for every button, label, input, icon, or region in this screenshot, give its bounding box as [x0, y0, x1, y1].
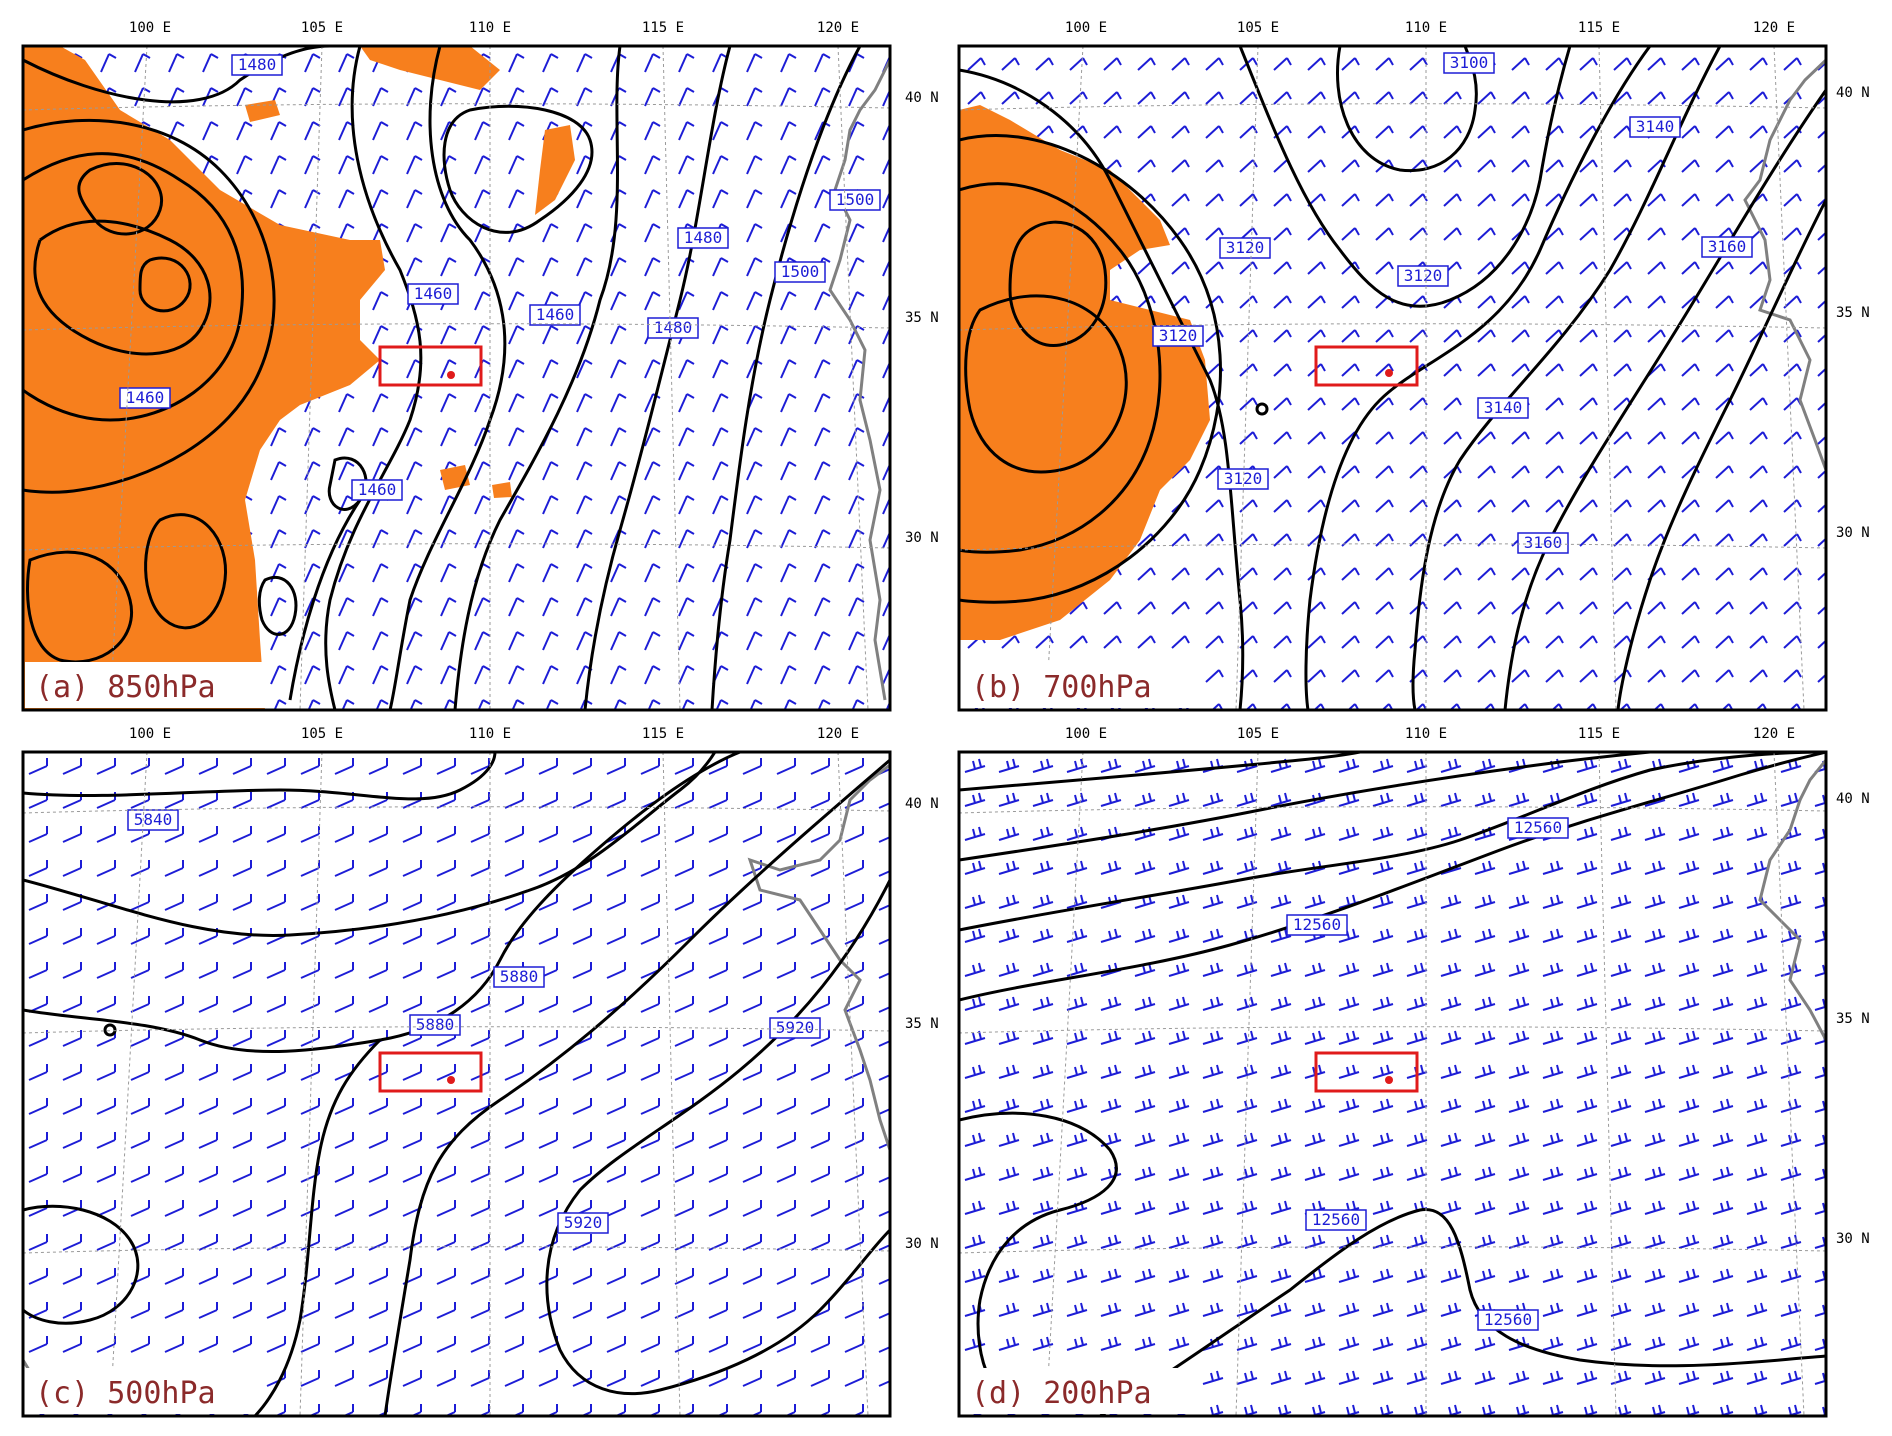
study-area-box-500	[378, 1051, 483, 1093]
coastline-850	[828, 59, 890, 701]
panel-850hpa: 1480 1460 1460 1460 1480 1480 1500 1500 …	[21, 20, 939, 712]
station-point-850	[447, 371, 455, 379]
svg-text:1500: 1500	[781, 262, 820, 281]
svg-text:30 N: 30 N	[1836, 525, 1870, 541]
svg-text:1460: 1460	[358, 480, 397, 499]
svg-text:3120: 3120	[1159, 326, 1198, 345]
svg-text:120 E: 120 E	[1753, 20, 1795, 36]
svg-text:5880: 5880	[500, 967, 539, 986]
svg-text:120 E: 120 E	[1753, 726, 1795, 742]
axis-ticks-200: 100 E 105 E 110 E 115 E 120 E 40 N 35 N …	[1065, 726, 1870, 1247]
svg-text:105 E: 105 E	[301, 726, 343, 742]
axis-ticks-700: 100 E 105 E 110 E 115 E 120 E 40 N 35 N …	[1065, 20, 1870, 541]
panel-label-200: (d) 200hPa	[971, 1376, 1152, 1411]
svg-text:115 E: 115 E	[642, 20, 684, 36]
graticule-500	[23, 752, 890, 1416]
station-point-700	[1385, 369, 1393, 377]
panel-label-700: (b) 700hPa	[971, 670, 1152, 705]
svg-text:1460: 1460	[536, 305, 575, 324]
svg-text:5920: 5920	[776, 1018, 815, 1037]
contour-labels-850: 1480 1460 1460 1460 1480 1480 1500 1500 …	[119, 54, 881, 501]
panel-700hpa: 3100 3140 3120 3120 3160 3120 3140 3120 …	[957, 20, 1870, 712]
graticule-200	[959, 752, 1826, 1416]
station-point-500	[447, 1076, 455, 1084]
svg-text:30 N: 30 N	[1836, 1231, 1870, 1247]
study-area-box-850	[378, 345, 483, 387]
svg-text:40 N: 40 N	[905, 796, 939, 812]
svg-text:40 N: 40 N	[905, 90, 939, 106]
wind-barbs-500	[23, 752, 890, 1416]
svg-text:110 E: 110 E	[469, 20, 511, 36]
contour-labels-500: 5840 5880 5880 5920 5920	[127, 809, 821, 1234]
graticule-700	[959, 46, 1826, 710]
svg-text:3120: 3120	[1224, 469, 1263, 488]
study-area-box-700	[1314, 345, 1419, 387]
svg-text:105 E: 105 E	[301, 20, 343, 36]
svg-text:5840: 5840	[134, 810, 173, 829]
svg-text:1500: 1500	[836, 190, 875, 209]
panel-200hpa: 12560 12560 12560 12560 100 E 105 E 110 …	[957, 726, 1870, 1418]
shading-region-850	[23, 46, 385, 710]
svg-text:3140: 3140	[1636, 117, 1675, 136]
svg-text:30 N: 30 N	[905, 530, 939, 546]
svg-text:35 N: 35 N	[1836, 1011, 1870, 1027]
svg-text:1460: 1460	[126, 388, 165, 407]
coastline-700	[1743, 58, 1826, 471]
axis-ticks-850: 100 E 105 E 110 E 115 E 120 E 40 N 35 N …	[129, 20, 939, 546]
svg-text:5880: 5880	[416, 1015, 455, 1034]
svg-text:12560: 12560	[1312, 1210, 1360, 1229]
panel-500hpa: 5840 5880 5880 5920 5920 100 E 105 E 110…	[21, 726, 939, 1418]
panel-label-850: (a) 850hPa	[35, 670, 216, 705]
svg-text:12560: 12560	[1514, 818, 1562, 837]
svg-text:105 E: 105 E	[1237, 20, 1279, 36]
svg-text:5920: 5920	[564, 1213, 603, 1232]
svg-text:30 N: 30 N	[905, 1236, 939, 1252]
coastline-500	[747, 763, 890, 1151]
svg-text:3160: 3160	[1708, 237, 1747, 256]
svg-text:110 E: 110 E	[1405, 20, 1447, 36]
svg-text:35 N: 35 N	[905, 1016, 939, 1032]
svg-text:120 E: 120 E	[817, 726, 859, 742]
svg-text:115 E: 115 E	[1578, 20, 1620, 36]
svg-text:105 E: 105 E	[1237, 726, 1279, 742]
panel-label-500: (c) 500hPa	[35, 1376, 216, 1411]
svg-text:35 N: 35 N	[1836, 305, 1870, 321]
svg-text:1480: 1480	[654, 318, 693, 337]
svg-text:120 E: 120 E	[817, 20, 859, 36]
svg-text:100 E: 100 E	[129, 726, 171, 742]
graticule-850	[23, 46, 890, 710]
contour-labels-200: 12560 12560 12560 12560	[1286, 817, 1569, 1331]
svg-text:100 E: 100 E	[129, 20, 171, 36]
svg-text:100 E: 100 E	[1065, 726, 1107, 742]
height-contours-200	[959, 752, 1826, 1416]
study-area-box-200	[1314, 1051, 1419, 1093]
svg-text:115 E: 115 E	[1578, 726, 1620, 742]
svg-text:3100: 3100	[1450, 53, 1489, 72]
station-point-200	[1385, 1076, 1393, 1084]
svg-text:12560: 12560	[1484, 1310, 1532, 1329]
svg-text:40 N: 40 N	[1836, 791, 1870, 807]
svg-text:35 N: 35 N	[905, 310, 939, 326]
svg-text:110 E: 110 E	[469, 726, 511, 742]
svg-text:1480: 1480	[684, 228, 723, 247]
svg-text:3140: 3140	[1484, 398, 1523, 417]
svg-text:1480: 1480	[238, 55, 277, 74]
svg-text:100 E: 100 E	[1065, 20, 1107, 36]
height-contours-850	[23, 46, 862, 710]
svg-text:115 E: 115 E	[642, 726, 684, 742]
svg-text:3160: 3160	[1524, 533, 1563, 552]
height-contours-700	[959, 46, 1826, 710]
axis-ticks-500: 100 E 105 E 110 E 115 E 120 E 40 N 35 N …	[129, 726, 939, 1252]
svg-text:1460: 1460	[414, 284, 453, 303]
svg-text:3120: 3120	[1226, 238, 1265, 257]
wind-barbs-200	[959, 752, 1826, 1416]
coastline-200	[1758, 759, 1826, 1041]
svg-text:12560: 12560	[1293, 915, 1341, 934]
contour-labels-700: 3100 3140 3120 3120 3160 3120 3140 3120 …	[1152, 52, 1753, 554]
svg-text:3120: 3120	[1404, 266, 1443, 285]
svg-text:110 E: 110 E	[1405, 726, 1447, 742]
svg-text:40 N: 40 N	[1836, 85, 1870, 101]
